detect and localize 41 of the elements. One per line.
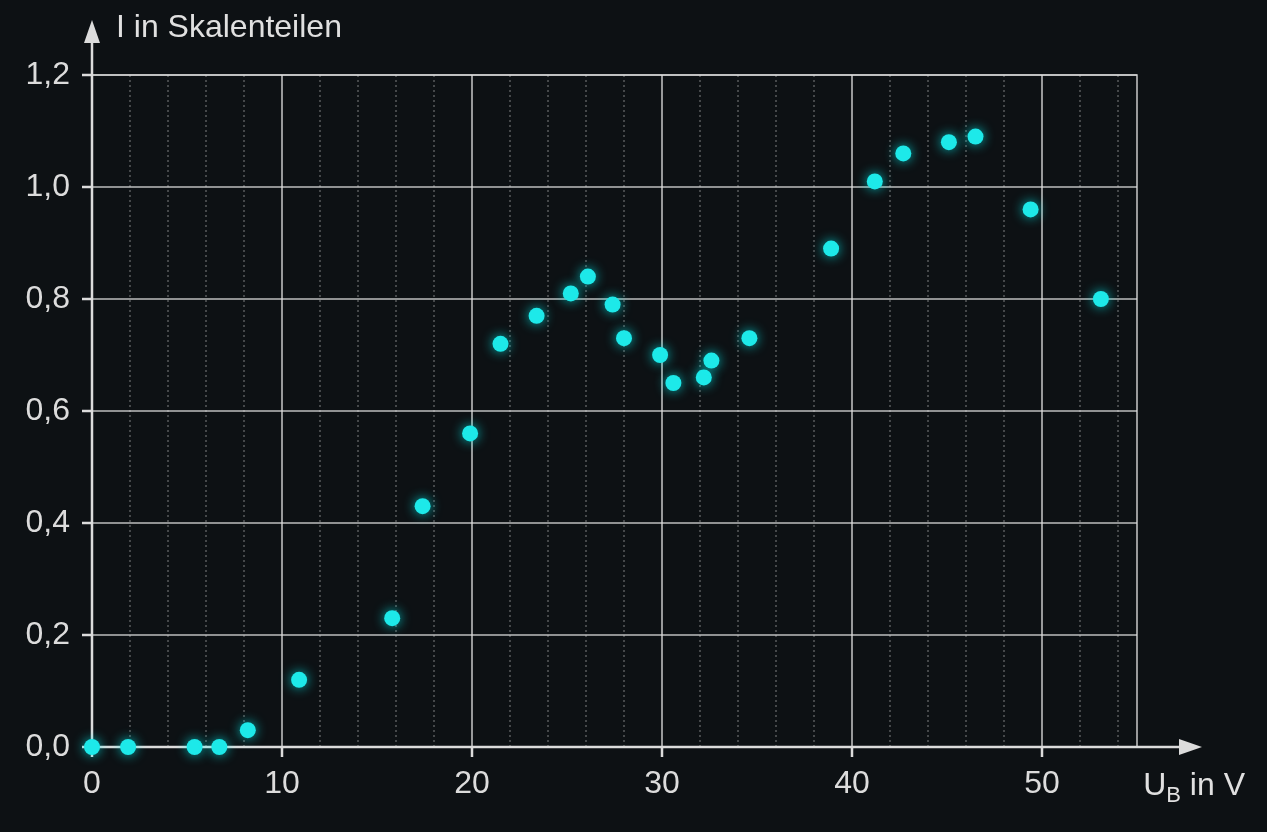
point bbox=[895, 145, 912, 162]
point bbox=[120, 739, 137, 755]
point bbox=[940, 134, 957, 151]
x-tick-label: 10 bbox=[264, 764, 300, 801]
y-tick-label: 0,8 bbox=[25, 278, 70, 315]
x-tick-label: 0 bbox=[83, 764, 101, 801]
point bbox=[528, 307, 545, 324]
point bbox=[616, 330, 632, 347]
point bbox=[652, 347, 669, 363]
point bbox=[741, 330, 758, 347]
point bbox=[703, 352, 720, 369]
y-tick-label: 0,4 bbox=[25, 502, 70, 539]
x-axis-title: U$_{B}$ in V bbox=[1143, 766, 1245, 809]
point bbox=[239, 722, 256, 739]
point bbox=[492, 335, 509, 352]
point bbox=[1022, 201, 1039, 218]
point bbox=[384, 610, 401, 627]
point bbox=[866, 173, 883, 190]
point bbox=[579, 268, 596, 285]
point bbox=[967, 128, 984, 145]
point bbox=[414, 498, 431, 515]
point bbox=[211, 739, 228, 755]
x-tick-label: 30 bbox=[644, 764, 680, 801]
x-tick-label: 40 bbox=[834, 764, 870, 801]
x-tick-label: 20 bbox=[454, 764, 490, 801]
point bbox=[604, 296, 621, 313]
y-tick-label: 1,2 bbox=[25, 54, 70, 91]
point bbox=[1092, 291, 1109, 307]
point bbox=[823, 240, 840, 257]
point bbox=[291, 671, 308, 688]
y-tick-label: 0,0 bbox=[25, 726, 70, 763]
point bbox=[665, 375, 682, 391]
y-axis-title: I in Skalenteilen bbox=[116, 8, 342, 45]
point bbox=[462, 425, 479, 442]
point bbox=[695, 369, 712, 386]
y-tick-label: 0,2 bbox=[25, 614, 70, 651]
y-tick-label: 1,0 bbox=[25, 166, 70, 203]
point bbox=[186, 739, 203, 755]
x-tick-label: 50 bbox=[1024, 764, 1060, 801]
y-tick-label: 0,6 bbox=[25, 390, 70, 427]
point bbox=[562, 285, 579, 302]
